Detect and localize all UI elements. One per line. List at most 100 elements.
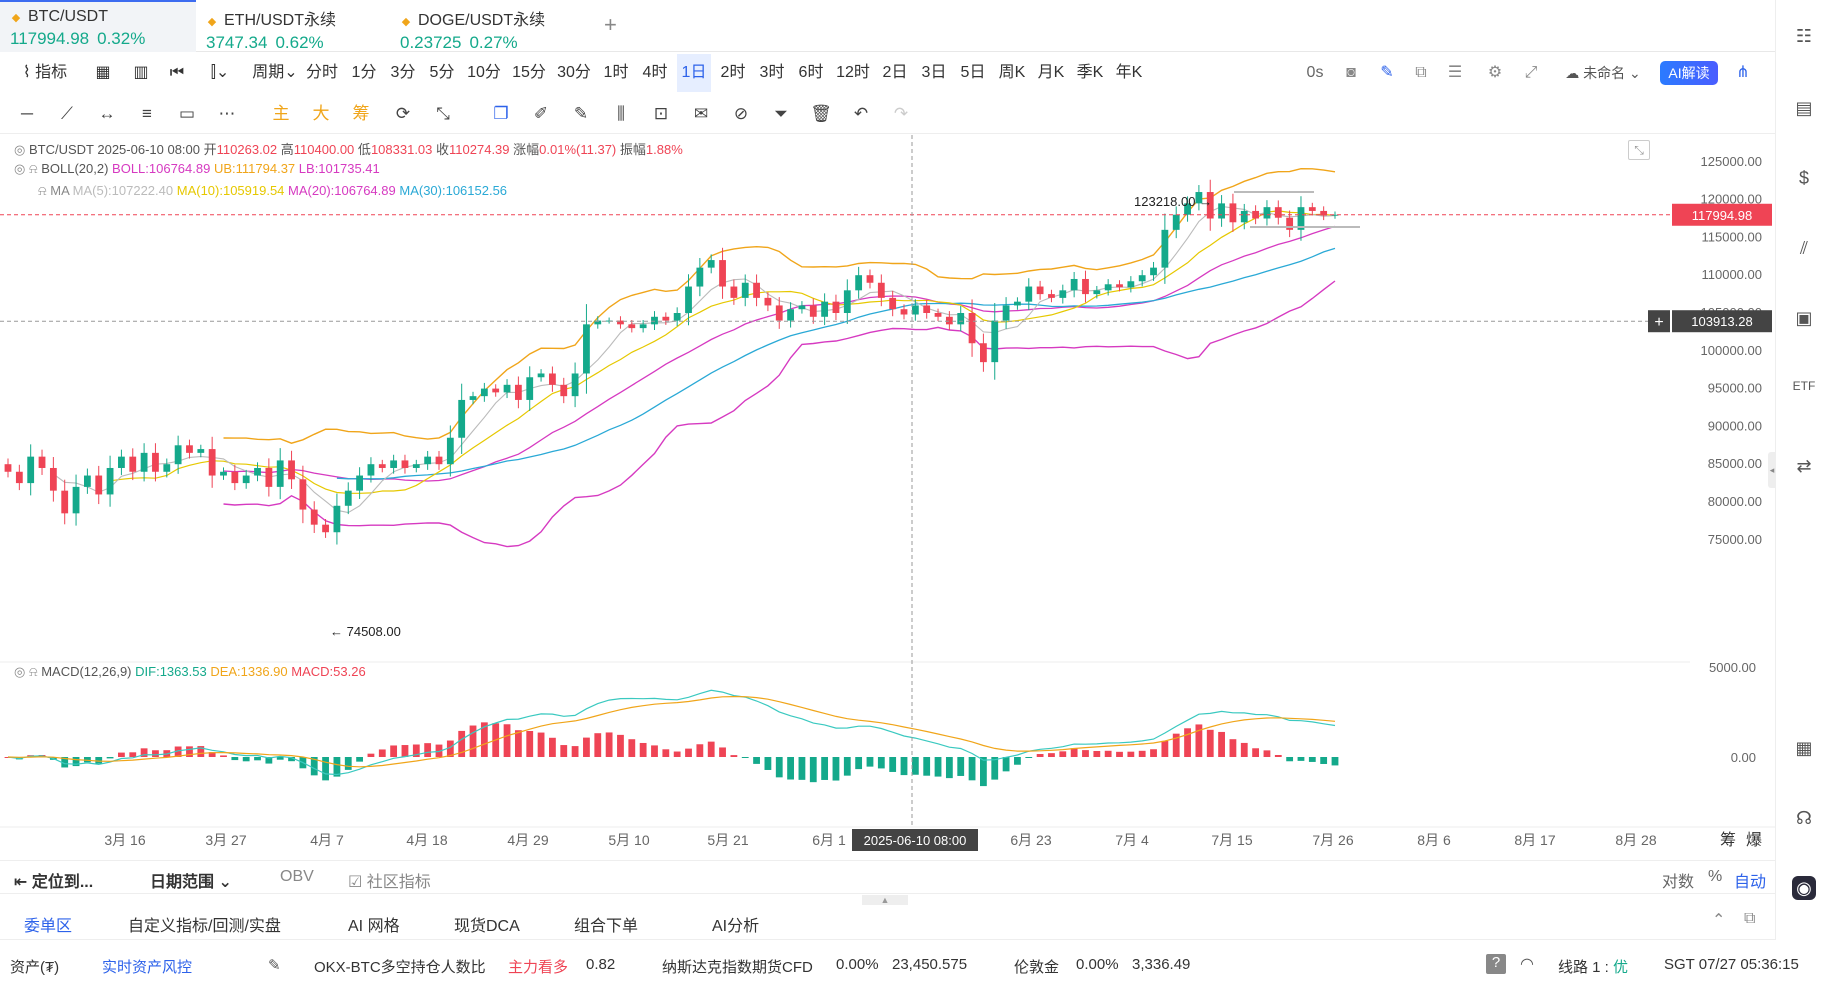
period-14[interactable]: 2日 <box>882 64 908 81</box>
measure-icon[interactable]: ⤡ <box>436 104 450 123</box>
sidebar-toggle-icon[interactable]: ◂ <box>1768 452 1776 488</box>
filter-icon[interactable]: ⏷ <box>774 104 788 123</box>
candle-type-icon[interactable]: ⫿⌄ <box>210 64 230 81</box>
settings-icon[interactable]: ⚙ <box>1487 64 1503 81</box>
date-range-dropdown[interactable]: 日期范围 ⌄ <box>150 874 232 891</box>
tab-eth-usdt[interactable]: ◆ ETH/USDT永续 3747.34 0.62% <box>196 0 390 52</box>
obv-button[interactable]: OBV <box>280 868 314 885</box>
share-icon[interactable]: ⋔ <box>1736 64 1750 81</box>
layout-name-dropdown[interactable]: ☁ 未命名 ⌄ <box>1565 65 1641 81</box>
exchange-icon[interactable]: ⇄ <box>1796 456 1812 476</box>
note-icon[interactable]: ✉ <box>693 104 709 123</box>
etf-icon[interactable]: ETF <box>1792 379 1816 393</box>
layout-icon[interactable]: ▥ <box>133 64 149 81</box>
main-force-button[interactable]: 主 <box>272 104 290 123</box>
period-5[interactable]: 15分 <box>512 64 546 81</box>
tab-combo-order[interactable]: 组合下单 <box>574 918 639 935</box>
document-icon[interactable]: ▤ <box>1795 98 1813 118</box>
period-6[interactable]: 30分 <box>557 64 591 81</box>
edit-icon[interactable]: ✎ <box>268 957 281 974</box>
tab-spot-dca[interactable]: 现货DCA <box>454 918 520 935</box>
tab-order-area[interactable]: 委单区 <box>24 918 73 935</box>
indicators-button[interactable]: ⌇ 指标 <box>12 54 78 92</box>
rectangle-icon[interactable]: ▭ <box>178 104 196 123</box>
big-order-button[interactable]: 大 <box>312 104 330 123</box>
alarm-icon[interactable]: ⍾ <box>28 161 38 176</box>
replay-icon[interactable]: ⏮ <box>169 64 185 81</box>
expand-icon[interactable]: ⤢ <box>1524 64 1538 81</box>
period-9[interactable]: 1日 <box>677 54 711 92</box>
help-icon[interactable]: ? <box>1486 954 1506 974</box>
undo-icon[interactable]: ↶ <box>853 104 869 123</box>
chart-icon[interactable]: ▣ <box>1795 308 1813 328</box>
period-dropdown[interactable]: 周期⌄ <box>252 64 298 81</box>
magnet-icon[interactable]: ⊘ <box>733 104 749 123</box>
period-18[interactable]: 月K <box>1037 64 1065 81</box>
fullscreen-window-icon[interactable]: ⧉ <box>1415 64 1427 81</box>
ai-interpret-button[interactable]: AI解读 <box>1660 61 1718 85</box>
assets-label[interactable]: 资产(₮) <box>10 959 60 976</box>
period-11[interactable]: 3时 <box>759 64 785 81</box>
auto-scale-button[interactable]: 自动 <box>1734 874 1767 891</box>
locate-button[interactable]: ⇤ 定位到... <box>14 868 93 892</box>
period-0[interactable]: 分时 <box>305 64 338 81</box>
period-15[interactable]: 3日 <box>921 64 947 81</box>
add-tab-button[interactable]: + <box>604 12 617 37</box>
panel-toggle-icon[interactable]: ▲ <box>862 895 908 905</box>
community-indicators-button[interactable]: ☑ 社区指标 <box>348 868 431 892</box>
tab-ai-analysis[interactable]: AI分析 <box>712 918 760 935</box>
collapse-up-icon[interactable]: ⌃ <box>1712 912 1726 929</box>
calendar-icon[interactable]: ▦ <box>95 64 111 81</box>
period-13[interactable]: 12时 <box>836 64 870 81</box>
period-10[interactable]: 2时 <box>720 64 746 81</box>
eye-icon[interactable]: ◎ <box>14 142 26 157</box>
percent-scale-button[interactable]: % <box>1708 868 1723 885</box>
tab-ai-grid[interactable]: AI 网格 <box>348 918 400 935</box>
ticker-okx-ratio[interactable]: OKX-BTC多空持仓人数比 <box>314 959 486 976</box>
period-8[interactable]: 4时 <box>642 64 668 81</box>
period-3[interactable]: 5分 <box>429 64 455 81</box>
risk-control-link[interactable]: 实时资产风控 <box>102 959 193 976</box>
log-scale-button[interactable]: 对数 <box>1662 874 1695 891</box>
period-12[interactable]: 6时 <box>798 64 824 81</box>
horizontal-line-icon[interactable]: ─ <box>20 104 34 123</box>
robot-icon[interactable]: ◉ <box>1792 876 1816 900</box>
parallel-channel-icon[interactable]: ≡ <box>142 104 152 123</box>
more-tools-icon[interactable]: ⋯ <box>218 104 236 123</box>
period-20[interactable]: 年K <box>1115 64 1143 81</box>
eye-icon[interactable]: ◎ <box>14 664 26 679</box>
copy-icon[interactable]: ❐ <box>493 104 509 123</box>
eye-icon[interactable]: ◎ <box>14 161 26 176</box>
trash-icon[interactable]: 🗑 <box>810 104 832 123</box>
brush-icon[interactable]: ✐ <box>533 104 549 123</box>
pen-icon[interactable]: ✎ <box>1380 64 1394 81</box>
alarm-icon[interactable]: ⍾ <box>38 183 47 198</box>
period-1[interactable]: 1分 <box>351 64 377 81</box>
period-19[interactable]: 季K <box>1076 64 1104 81</box>
tab-doge-usdt[interactable]: ◆ DOGE/USDT永续 0.23725 0.27% <box>390 0 590 52</box>
kline-chart[interactable]: 130000.00125000.00120000.00115000.001100… <box>0 135 1775 860</box>
period-16[interactable]: 5日 <box>960 64 986 81</box>
chip-button[interactable]: 筹 <box>352 104 370 123</box>
lock-icon[interactable]: ⊡ <box>653 104 669 123</box>
collapse-icon[interactable]: ⤡ <box>1628 140 1650 160</box>
analytics-icon[interactable]: ⫽ <box>1799 238 1809 258</box>
list-icon[interactable]: ☰ <box>1447 64 1463 81</box>
orderbook-icon[interactable]: ☷ <box>1795 26 1813 46</box>
trend-line-icon[interactable]: ⟋ <box>61 104 73 123</box>
camera-icon[interactable]: ◙ <box>1346 64 1356 81</box>
period-7[interactable]: 1时 <box>603 64 629 81</box>
ticker-nasdaq[interactable]: 纳斯达克指数期货CFD <box>662 959 813 976</box>
ticker-gold[interactable]: 伦敦金 <box>1014 959 1060 976</box>
dollar-icon[interactable]: $ <box>1798 168 1809 188</box>
chip-label[interactable]: 筹 <box>1720 832 1737 849</box>
refresh-icon[interactable]: ⟳ <box>395 104 411 123</box>
redo-icon[interactable]: ↷ <box>893 104 909 123</box>
headset-icon[interactable]: ☊ <box>1796 808 1812 828</box>
period-17[interactable]: 周K <box>998 64 1026 81</box>
period-4[interactable]: 10分 <box>467 64 501 81</box>
network-line[interactable]: 线路 1 : 优 <box>1558 956 1628 977</box>
period-2[interactable]: 3分 <box>390 64 416 81</box>
candle-draw-icon[interactable]: ⫼ <box>617 104 625 123</box>
tab-custom-indicator[interactable]: 自定义指标/回测/实盘 <box>128 918 281 935</box>
